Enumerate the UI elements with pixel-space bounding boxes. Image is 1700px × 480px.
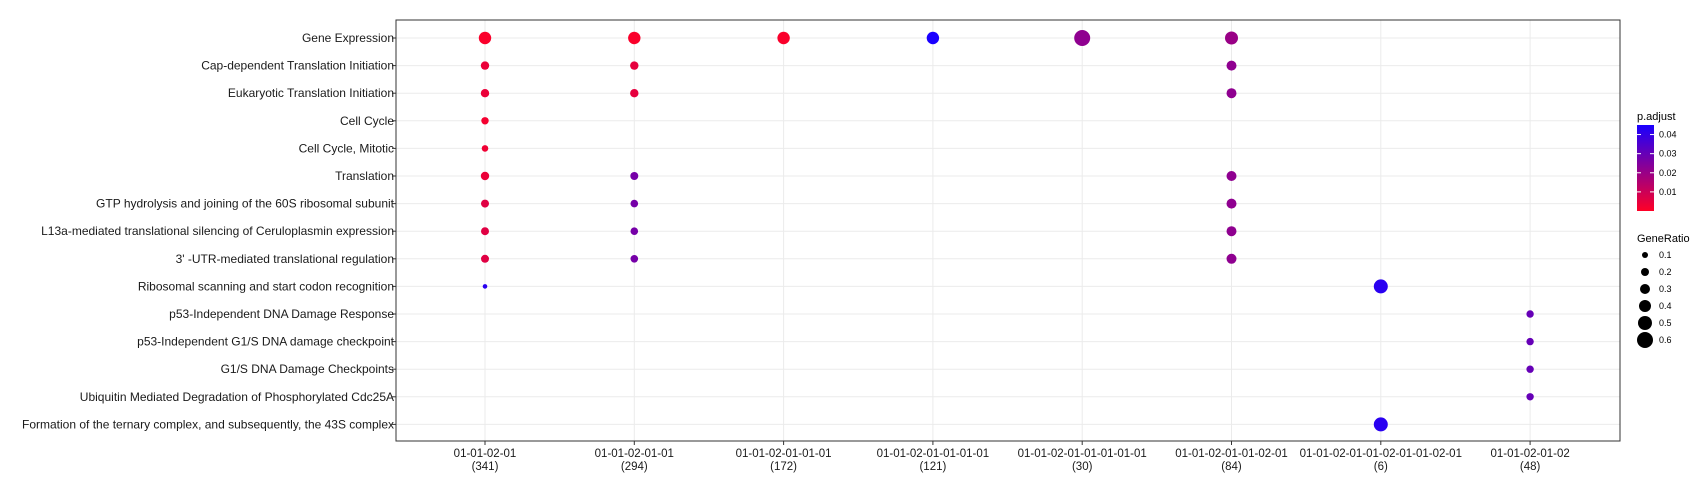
x-tick-count: (48) (1520, 461, 1541, 473)
data-point (478, 31, 492, 45)
y-tick-label: 3' -UTR-mediated translational regulatio… (176, 252, 394, 266)
size-legend-dot (1639, 300, 1651, 312)
data-point (1225, 31, 1238, 45)
colorbar-tick-label: 0.01 (1659, 187, 1677, 197)
x-tick-label: 01-01-02-01-02 (1490, 448, 1569, 460)
y-tick-label: Formation of the ternary complex, and su… (22, 417, 394, 431)
data-point (926, 31, 940, 45)
data-point (630, 61, 639, 70)
y-tick-label: p53-Independent DNA Damage Response (169, 307, 394, 321)
data-point (630, 89, 639, 98)
x-tick-count: (84) (1221, 461, 1242, 473)
size-legend-label: 0.2 (1659, 267, 1672, 277)
data-points (478, 30, 1534, 432)
p-adjust-legend-title: p.adjust (1637, 111, 1676, 123)
size-legend-label: 0.6 (1659, 335, 1672, 345)
data-point (481, 199, 489, 208)
data-point (1526, 393, 1534, 401)
gene-ratio-legend: GeneRatio 0.1 0.2 0.3 0.4 0.5 0.6 (1637, 233, 1690, 348)
data-point (481, 117, 489, 125)
y-tick-label: Cell Cycle, Mitotic (299, 141, 394, 155)
data-point (1373, 417, 1388, 432)
data-point (481, 145, 489, 152)
x-tick-label: 01-01-02-01-01 (595, 448, 674, 460)
size-legend-dot (1640, 284, 1650, 294)
size-legend-label: 0.5 (1659, 318, 1672, 328)
data-point (630, 199, 639, 208)
p-adjust-colorbar (1637, 125, 1654, 211)
x-tick-label: 01-01-02-01-01-01 (736, 448, 832, 460)
y-tick-label: G1/S DNA Damage Checkpoints (221, 362, 394, 376)
data-point (480, 171, 490, 181)
data-point (630, 227, 639, 235)
x-tick-label: 01-01-02-01-01-02-01 (1175, 448, 1288, 460)
data-point (1226, 198, 1237, 209)
y-tick-label: Cell Cycle (340, 114, 394, 128)
colorbar-tick-label: 0.04 (1659, 130, 1677, 140)
size-legend-label: 0.4 (1659, 301, 1672, 311)
x-tick-label: 01-01-02-01-01-01-01 (877, 448, 990, 460)
colorbar-tick-label: 0.02 (1659, 168, 1677, 178)
data-point (1226, 226, 1237, 237)
y-tick-label: Translation (335, 169, 394, 183)
x-tick-count: (30) (1072, 461, 1093, 473)
x-axis: 01-01-02-01(341) 01-01-02-01-01(294) 01-01… (454, 441, 1570, 473)
size-legend-label: 0.1 (1659, 250, 1672, 260)
y-tick-label: GTP hydrolysis and joining of the 60S ri… (96, 197, 395, 211)
size-legend-dot (1638, 316, 1652, 330)
plot-panel (395, 19, 1621, 442)
colorbar-tick-label: 0.03 (1659, 149, 1677, 159)
data-point (777, 31, 790, 45)
data-point (1526, 310, 1534, 318)
data-point (1526, 337, 1534, 346)
size-legend-dot (1641, 268, 1649, 276)
data-point (630, 172, 639, 180)
data-point (1526, 365, 1534, 373)
x-tick-label: 01-01-02-01-01-02-01-01-02-01 (1300, 448, 1462, 460)
y-tick-label: Ribosomal scanning and start codon recog… (138, 279, 394, 293)
data-point (481, 254, 489, 263)
size-legend-label: 0.3 (1659, 284, 1672, 294)
data-point (1226, 60, 1237, 71)
grid-lines (396, 20, 1620, 441)
gene-ratio-legend-title: GeneRatio (1637, 233, 1690, 245)
data-point (1226, 171, 1237, 181)
y-tick-label: L13a-mediated translational silencing of… (41, 224, 394, 238)
p-adjust-legend: p.adjust 0.01 0.02 0.03 0.04 (1637, 111, 1677, 211)
data-point (480, 61, 490, 70)
x-tick-count: (294) (621, 461, 648, 473)
y-tick-label: Eukaryotic Translation Initiation (228, 86, 394, 100)
data-point (1226, 88, 1237, 99)
y-tick-label: Ubiquitin Mediated Degradation of Phosph… (80, 390, 394, 404)
data-point (628, 31, 641, 45)
y-axis: Gene Expression Cap-dependent Translation… (22, 31, 396, 431)
data-point (630, 254, 639, 263)
x-tick-count: (121) (919, 461, 946, 473)
y-tick-label: Gene Expression (302, 31, 394, 45)
size-legend-dot (1642, 252, 1648, 258)
data-point (480, 89, 490, 98)
y-tick-label: Cap-dependent Translation Initiation (201, 59, 394, 73)
x-tick-count: (341) (472, 461, 499, 473)
x-tick-count: (172) (770, 461, 797, 473)
data-point (482, 284, 488, 289)
data-point (481, 227, 489, 236)
x-tick-label: 01-01-02-01 (454, 448, 517, 460)
x-tick-count: (6) (1374, 461, 1388, 473)
data-point (1226, 253, 1237, 264)
data-point (1373, 279, 1388, 294)
x-tick-label: 01-01-02-01-01-01-01-01 (1018, 448, 1147, 460)
data-point (1074, 30, 1091, 46)
y-tick-label: p53-Independent G1/S DNA damage checkpoi… (137, 335, 395, 349)
size-legend-dot (1637, 332, 1653, 348)
